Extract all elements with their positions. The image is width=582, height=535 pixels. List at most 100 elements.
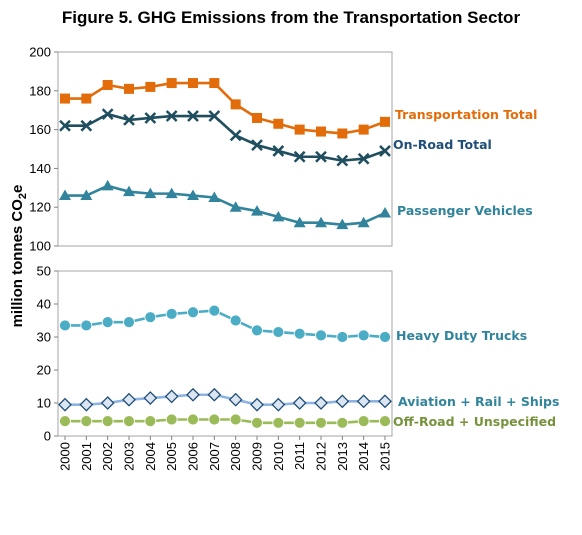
bottom-panel-axes: 0 10 20 30 40 50	[37, 264, 393, 444]
data-point	[123, 316, 135, 329]
data-point	[80, 319, 93, 332]
data-point	[144, 415, 157, 428]
series-on-road-total	[59, 108, 391, 167]
data-point	[80, 189, 93, 201]
data-point	[293, 150, 306, 163]
y-tick-label: 20	[37, 363, 51, 378]
x-tick-label: 2005	[164, 442, 179, 471]
data-point	[315, 216, 327, 228]
y-tick-label: 160	[29, 122, 51, 137]
series-off-road-unspecified	[59, 413, 391, 429]
y-tick-label: 100	[29, 239, 51, 254]
data-point	[294, 124, 305, 135]
series-line	[65, 393, 385, 406]
data-point	[229, 129, 242, 142]
data-point	[272, 326, 285, 338]
series-line	[65, 81, 386, 135]
data-point	[336, 218, 349, 230]
y-tick-label: 0	[44, 429, 51, 444]
data-point	[357, 152, 370, 165]
series-line	[65, 112, 386, 162]
data-point	[144, 311, 157, 324]
series-passenger-vehicles	[59, 179, 391, 230]
series-line	[65, 184, 386, 226]
series-label-on-road-total: On-Road Total	[393, 137, 492, 152]
data-point	[357, 329, 370, 342]
data-point	[102, 79, 113, 90]
data-point	[101, 415, 114, 428]
series-labels: Transportation Total On-Road Total Passeng…	[393, 107, 559, 429]
data-point	[314, 396, 328, 410]
data-point	[164, 389, 179, 404]
data-point	[356, 394, 371, 409]
data-point	[272, 210, 285, 222]
data-point	[379, 207, 391, 218]
data-point	[208, 413, 221, 426]
data-point	[59, 415, 71, 428]
data-point	[293, 327, 306, 340]
x-tick-label: 2014	[356, 442, 371, 471]
data-point	[187, 189, 199, 201]
data-point	[293, 216, 306, 228]
data-point	[378, 394, 392, 409]
data-point	[60, 93, 70, 104]
data-point	[336, 416, 349, 429]
data-point	[380, 116, 390, 127]
chart-title: Figure 5. GHG Emissions from the Transpo…	[61, 8, 521, 27]
data-point	[101, 316, 114, 329]
data-point	[186, 387, 200, 402]
top-panel-series	[59, 78, 391, 230]
x-tick-label: 2006	[186, 442, 201, 471]
data-point	[208, 304, 221, 317]
data-point	[273, 118, 284, 129]
data-point	[315, 329, 327, 342]
data-point	[379, 145, 391, 157]
data-point	[315, 150, 327, 163]
y-tick-label: 40	[37, 297, 51, 312]
series-heavy-duty-trucks	[59, 304, 391, 343]
data-point	[357, 415, 370, 428]
series-label-passenger-vehicles: Passenger Vehicles	[397, 203, 533, 218]
bottom-panel-series	[58, 304, 392, 429]
x-tick-label: 2002	[100, 442, 115, 471]
data-point	[251, 416, 263, 429]
x-tick-label: 2011	[292, 442, 307, 470]
series-aviation-rail-ships	[58, 387, 392, 412]
data-point	[358, 124, 369, 135]
x-tick-labels: 2000 2001 2002 2003 2004 2005 2006 2007 2008 2009…	[58, 436, 393, 471]
data-point	[271, 397, 286, 412]
data-point	[143, 391, 158, 405]
data-point	[123, 415, 135, 428]
data-point	[208, 110, 221, 122]
y-tick-label: 10	[37, 396, 51, 411]
data-point	[337, 128, 348, 139]
data-point	[335, 394, 350, 409]
data-point	[188, 78, 198, 89]
data-point	[208, 191, 221, 202]
y-tick-label: 30	[37, 330, 51, 345]
x-tick-label: 2015	[378, 442, 393, 471]
series-line	[65, 309, 386, 339]
y-tick-label: 120	[29, 200, 51, 215]
data-point	[165, 307, 178, 320]
data-point	[124, 83, 134, 94]
data-point	[228, 392, 243, 407]
top-panel-axes: 100 120 140 160 180 200	[29, 45, 393, 254]
data-point	[250, 397, 264, 412]
data-point	[101, 179, 114, 191]
data-point	[59, 189, 71, 201]
data-point	[165, 187, 178, 199]
data-point	[187, 110, 199, 122]
data-point	[165, 110, 178, 122]
series-label-off-road-unspecified: Off-Road + Unspecified	[393, 414, 556, 429]
data-point	[272, 145, 285, 157]
data-point	[357, 216, 370, 228]
data-point	[59, 119, 71, 132]
data-point	[80, 415, 93, 428]
data-point	[144, 112, 157, 124]
data-point	[316, 126, 326, 137]
x-tick-label: 2008	[228, 442, 243, 471]
y-tick-label: 180	[29, 83, 51, 98]
y-tick-label: 50	[37, 264, 51, 279]
